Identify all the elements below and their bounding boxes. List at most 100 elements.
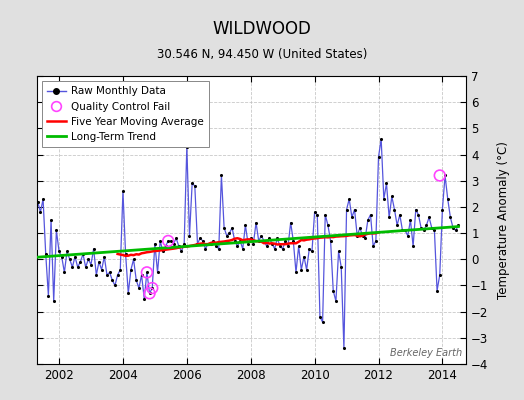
- Point: [92, 272, 101, 278]
- Point: [39, 196, 47, 202]
- Point: [223, 232, 231, 239]
- Point: [403, 232, 412, 239]
- Point: [151, 240, 159, 247]
- Point: [148, 285, 157, 291]
- Y-axis label: Temperature Anomaly (°C): Temperature Anomaly (°C): [497, 141, 510, 299]
- Point: [137, 272, 146, 278]
- Point: [241, 222, 249, 228]
- Point: [233, 243, 242, 249]
- Point: [284, 243, 292, 249]
- Point: [326, 238, 335, 244]
- Point: [100, 254, 108, 260]
- Point: [265, 235, 274, 242]
- Point: [292, 269, 300, 276]
- Point: [441, 172, 449, 179]
- Point: [385, 214, 394, 220]
- Point: [73, 264, 82, 270]
- Point: [84, 256, 93, 262]
- Point: [231, 238, 239, 244]
- Point: [337, 264, 345, 270]
- Point: [177, 248, 185, 255]
- Point: [164, 238, 172, 244]
- Point: [169, 240, 178, 247]
- Point: [159, 248, 167, 255]
- Point: [193, 240, 202, 247]
- Point: [414, 212, 423, 218]
- Point: [401, 227, 409, 234]
- Point: [90, 246, 98, 252]
- Point: [257, 232, 266, 239]
- Point: [236, 238, 244, 244]
- Point: [127, 266, 135, 273]
- Point: [273, 235, 281, 242]
- Point: [119, 188, 127, 194]
- Point: [420, 227, 428, 234]
- Point: [103, 272, 111, 278]
- Point: [148, 285, 157, 291]
- Point: [244, 240, 252, 247]
- Point: [289, 238, 298, 244]
- Point: [41, 251, 50, 257]
- Point: [310, 209, 319, 215]
- Point: [340, 345, 348, 352]
- Point: [380, 196, 388, 202]
- Point: [97, 266, 106, 273]
- Point: [215, 246, 223, 252]
- Point: [435, 272, 444, 278]
- Point: [425, 214, 433, 220]
- Point: [225, 230, 234, 236]
- Point: [302, 266, 311, 273]
- Point: [135, 285, 143, 291]
- Point: [313, 212, 321, 218]
- Point: [276, 243, 284, 249]
- Text: 30.546 N, 94.450 W (United States): 30.546 N, 94.450 W (United States): [157, 48, 367, 61]
- Point: [47, 217, 55, 223]
- Point: [260, 238, 268, 244]
- Point: [217, 172, 226, 179]
- Point: [348, 214, 356, 220]
- Point: [108, 277, 116, 284]
- Point: [191, 183, 199, 189]
- Point: [60, 269, 69, 276]
- Point: [156, 238, 165, 244]
- Text: WILDWOOD: WILDWOOD: [213, 20, 311, 38]
- Point: [212, 243, 220, 249]
- Point: [188, 180, 196, 186]
- Point: [183, 144, 191, 150]
- Point: [246, 235, 255, 242]
- Point: [364, 217, 372, 223]
- Point: [238, 246, 247, 252]
- Point: [249, 240, 258, 247]
- Point: [300, 254, 308, 260]
- Point: [278, 246, 287, 252]
- Point: [428, 225, 436, 231]
- Point: [270, 246, 279, 252]
- Point: [361, 235, 369, 242]
- Point: [281, 238, 290, 244]
- Point: [174, 243, 183, 249]
- Point: [377, 136, 385, 142]
- Point: [435, 172, 444, 179]
- Point: [196, 235, 204, 242]
- Point: [52, 227, 61, 234]
- Point: [161, 243, 170, 249]
- Point: [68, 264, 77, 270]
- Point: [36, 209, 45, 215]
- Point: [454, 222, 463, 228]
- Point: [164, 238, 172, 244]
- Point: [332, 298, 340, 304]
- Point: [49, 298, 58, 304]
- Point: [228, 225, 236, 231]
- Point: [321, 212, 330, 218]
- Point: [81, 264, 90, 270]
- Point: [287, 220, 295, 226]
- Point: [324, 222, 332, 228]
- Point: [172, 235, 180, 242]
- Point: [132, 277, 140, 284]
- Point: [111, 282, 119, 289]
- Point: [369, 243, 377, 249]
- Point: [390, 206, 399, 213]
- Point: [87, 261, 95, 268]
- Point: [396, 212, 404, 218]
- Point: [55, 248, 63, 255]
